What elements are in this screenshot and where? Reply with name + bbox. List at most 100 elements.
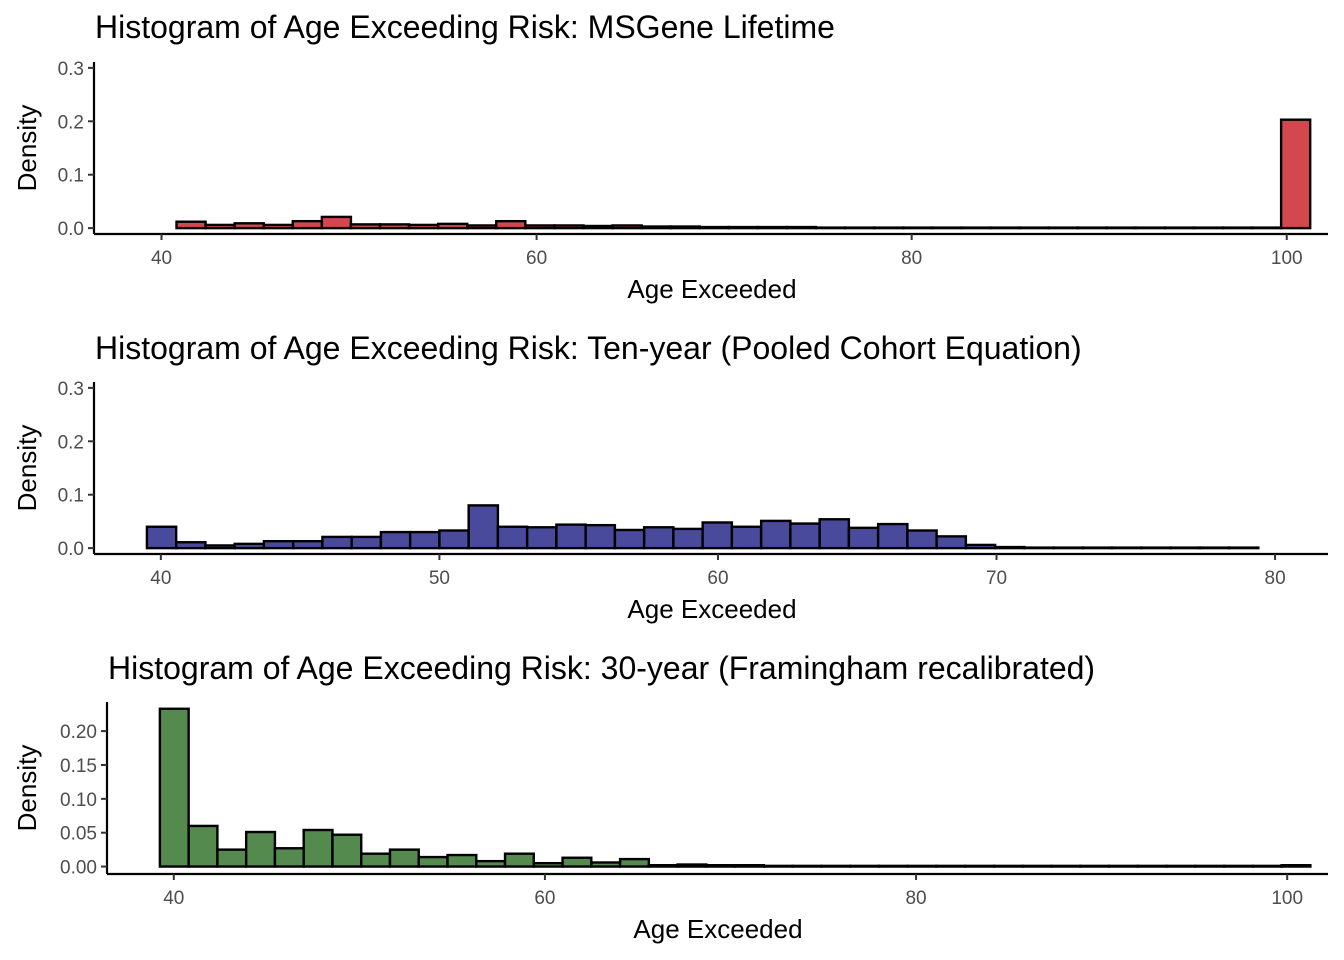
histogram-bar [672, 527, 704, 550]
histogram-bar [590, 861, 622, 868]
histogram-bar [291, 539, 324, 550]
panel-title: Histogram of Age Exceeding Risk: MSGene … [95, 9, 835, 45]
thirty-year-framingham-panel: Histogram of Age Exceeding Risk: 30-year… [12, 650, 1328, 944]
histogram-bar [233, 542, 266, 550]
histogram-bar [1280, 863, 1312, 868]
x-tick-label: 40 [163, 888, 184, 909]
histogram-bar [273, 847, 305, 868]
y-tick-label: 0.1 [58, 166, 84, 187]
histogram-bar [1250, 226, 1283, 230]
x-tick-label: 60 [526, 248, 547, 269]
histogram-bar [611, 224, 643, 230]
histogram-bar [730, 525, 763, 550]
bar-group [175, 118, 1312, 230]
histogram-bar [642, 526, 675, 550]
histogram-bar [993, 545, 1026, 550]
histogram-bar [524, 224, 556, 230]
histogram-bar [1136, 864, 1168, 868]
histogram-bar [408, 530, 441, 550]
histogram-bar [582, 224, 614, 230]
histogram-bar [818, 518, 851, 550]
histogram-bar [1165, 864, 1197, 868]
histogram-bar [613, 528, 646, 550]
x-tick-label: 50 [429, 568, 450, 589]
histogram-bar [906, 529, 938, 550]
y-axis-title: Density [12, 105, 42, 192]
histogram-bar [320, 215, 353, 230]
histogram-bar [532, 861, 564, 868]
x-tick-label: 100 [1271, 888, 1303, 909]
histogram-bar [989, 226, 1021, 230]
histogram-bar [992, 864, 1024, 868]
histogram-bar [1110, 546, 1143, 550]
histogram-bar [145, 525, 178, 550]
histogram-bar [175, 220, 207, 230]
x-tick-label: 80 [1265, 568, 1286, 589]
histogram-bar [698, 225, 731, 230]
histogram-bar [1169, 546, 1202, 550]
histogram-bar [1023, 546, 1055, 550]
histogram-bar [902, 226, 934, 230]
histogram-bar [378, 223, 411, 230]
histogram-bar [669, 225, 701, 230]
histogram-bar [1279, 118, 1312, 230]
histogram-bar [1251, 864, 1283, 868]
x-axis-title: Age Exceeded [633, 914, 802, 944]
y-tick-label: 0.3 [58, 59, 84, 80]
histogram-bar [759, 519, 792, 550]
histogram-bar [204, 223, 236, 230]
histogram-bar [935, 864, 967, 868]
histogram-bar [262, 539, 295, 550]
histogram-bar [407, 223, 440, 230]
histogram-bar [964, 864, 996, 868]
histogram-bar [187, 824, 219, 868]
histogram-bar [525, 526, 558, 550]
y-tick-label: 0.2 [58, 432, 84, 453]
histogram-bar [756, 225, 789, 230]
histogram-bar [495, 219, 527, 230]
histogram-bar [467, 504, 500, 550]
y-tick-label: 0.05 [60, 824, 97, 845]
histogram-bar [1140, 546, 1172, 550]
histogram-bar [1081, 546, 1114, 550]
histogram-bar [475, 859, 507, 868]
y-axis-title: Density [12, 745, 42, 832]
histogram-bar [204, 544, 236, 550]
histogram-bar [446, 853, 478, 868]
histogram-bar [302, 828, 334, 868]
histogram-bar [876, 522, 909, 550]
histogram-bar [1076, 226, 1108, 230]
x-tick-label: 70 [986, 568, 1007, 589]
histogram-bar [1047, 226, 1079, 230]
histogram-bar [848, 864, 881, 868]
axes: 0.0 0.1 0.2 0.3 40 50 60 70 80 [58, 379, 1328, 589]
y-axis-title: Density [12, 425, 42, 512]
histogram-bar [733, 863, 766, 868]
histogram-bar [262, 223, 294, 230]
histogram-bar [1018, 226, 1050, 230]
histogram-bar [931, 226, 963, 230]
x-tick-label: 40 [151, 248, 172, 269]
histogram-bar [789, 522, 821, 550]
histogram-bar [436, 222, 469, 230]
histogram-bar [1192, 226, 1225, 230]
histogram-bar [877, 864, 909, 868]
histogram-bar [705, 863, 737, 868]
histogram-bar [349, 223, 382, 230]
histogram-bar [1050, 864, 1082, 868]
x-axis-title: Age Exceeded [627, 274, 796, 304]
histogram-bar [417, 855, 449, 868]
y-tick-label: 0.0 [58, 539, 84, 560]
x-tick-label: 80 [905, 888, 926, 909]
y-tick-label: 0.3 [58, 379, 84, 400]
histogram-bar [233, 222, 265, 230]
histogram-bar [640, 225, 672, 230]
histogram-bar [555, 523, 587, 550]
histogram-bar [291, 219, 324, 230]
histogram-bar [727, 225, 760, 230]
histogram-bar [1163, 226, 1196, 230]
histogram-bar [785, 225, 818, 230]
histogram-bar [843, 226, 876, 230]
histogram-bar [350, 535, 383, 550]
